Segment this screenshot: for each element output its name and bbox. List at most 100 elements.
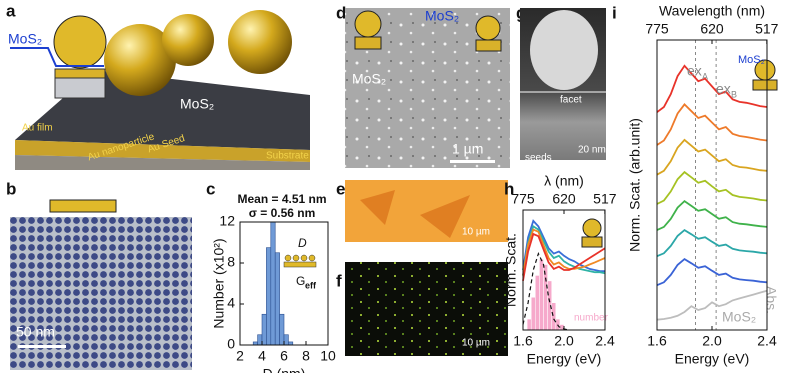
sphere: [228, 10, 292, 74]
hist-bar: [530, 297, 536, 331]
inset-icon: [283, 261, 317, 268]
annotation: MoS₂: [722, 309, 756, 325]
panel-label: a: [6, 1, 16, 20]
particle: [530, 10, 598, 90]
series-line: [656, 103, 768, 146]
icon: [49, 199, 117, 213]
panel-label: h: [504, 179, 514, 198]
label: MoS₂: [8, 31, 42, 47]
scale-label: 50 nm: [16, 324, 55, 340]
panel-a: a MoS₂ MoS₂ Au film Au nanoparticle Au S…: [6, 1, 310, 170]
y-tick-label: 4: [227, 295, 235, 311]
series-line: [656, 228, 768, 258]
y-axis-label: Norm. Scat. (arb.unit): [627, 118, 643, 252]
icon: [354, 10, 382, 38]
x2-tick-label: 775: [645, 21, 669, 37]
series-line: [656, 257, 768, 287]
inset-film: [54, 68, 106, 79]
x2-tick-label: 517: [593, 191, 617, 207]
hist-bar: [526, 318, 532, 331]
inset-icon: [292, 254, 300, 262]
series-line: [522, 228, 606, 276]
annotation: A: [702, 71, 708, 81]
x-tick-label: 2.4: [595, 333, 615, 349]
annotation: σ = 0.56 nm: [249, 206, 316, 220]
annotation: ex: [687, 63, 702, 79]
y-axis-label: Norm. Scat.: [503, 233, 519, 307]
series-line: [522, 232, 606, 282]
x2-tick-label: 620: [552, 191, 576, 207]
inset-substrate: [54, 77, 106, 99]
panel-label: c: [206, 179, 215, 198]
panel-label: d: [336, 3, 346, 22]
x-axis-label: D (nm): [263, 366, 306, 373]
substrate-layer: [15, 155, 310, 170]
inset-icon: [308, 254, 316, 262]
inset-icon: [300, 254, 308, 262]
series-line: [522, 219, 605, 272]
scale-bar: [450, 160, 495, 163]
tem-image: [10, 217, 192, 370]
scale-label: 10 µm: [462, 338, 490, 349]
panel-f: f 10 µm: [336, 262, 508, 356]
x2-tick-label: 517: [755, 21, 779, 37]
label: MoS₂: [352, 71, 386, 87]
panel-label: f: [336, 271, 342, 290]
bar: [279, 313, 285, 346]
y-tick-label: 12: [219, 213, 235, 229]
pointer: [10, 47, 104, 67]
series-line: [656, 199, 768, 231]
x-tick-label: 2.0: [702, 333, 722, 349]
hist-bar: [539, 258, 544, 331]
x-tick-label: 6: [280, 348, 288, 364]
annotation: Mean = 4.51 nm: [237, 192, 326, 206]
icon: [475, 39, 502, 52]
bar: [257, 334, 263, 346]
inset-icon: [284, 254, 292, 262]
sphere: [162, 14, 214, 66]
bar: [266, 247, 272, 346]
scale-label: 20 nm: [578, 145, 606, 156]
inset-label: D: [298, 236, 307, 250]
x-tick-label: 1.6: [647, 333, 667, 349]
hist-bar: [535, 275, 540, 331]
x-tick-label: 2.0: [554, 333, 574, 349]
panel-b: b 50 nm: [6, 179, 192, 370]
label: Au film: [22, 123, 53, 134]
label: Substrate: [266, 151, 309, 162]
label: facet: [560, 95, 582, 106]
label: MoS₂: [425, 8, 459, 24]
series-line: [522, 225, 606, 276]
panel-label: e: [336, 179, 345, 198]
x2-tick-label: 775: [511, 191, 535, 207]
inset-sphere: [53, 15, 107, 69]
label: seeds: [525, 153, 552, 164]
y-tick-label: 8: [227, 254, 235, 270]
x-tick-label: 4: [258, 348, 266, 364]
x2-tick-label: 620: [700, 21, 724, 37]
fit-line: [522, 251, 570, 331]
icon: [475, 15, 501, 41]
scale-label: 10 µm: [462, 227, 490, 238]
darkfield-image: [345, 262, 508, 356]
panel-g: g facet seeds 20 nm: [516, 3, 606, 164]
bar: [270, 221, 276, 346]
panel-label: i: [612, 3, 617, 22]
sphere: [104, 24, 176, 96]
scale-bar: [18, 345, 66, 348]
annotation: ex: [716, 81, 731, 97]
x2-axis-label: Wavelength (nm): [659, 3, 765, 19]
series-line: [656, 64, 768, 113]
x-tick-label: 8: [302, 348, 310, 364]
annotation: B: [731, 89, 737, 99]
icon: [354, 36, 382, 50]
icon: [582, 218, 602, 238]
au-film: [15, 140, 310, 162]
bar: [283, 334, 289, 346]
bar: [261, 313, 267, 346]
y-axis-label: Number (x10²): [211, 238, 227, 328]
label: MoS₂: [180, 96, 214, 112]
bar: [274, 252, 280, 346]
